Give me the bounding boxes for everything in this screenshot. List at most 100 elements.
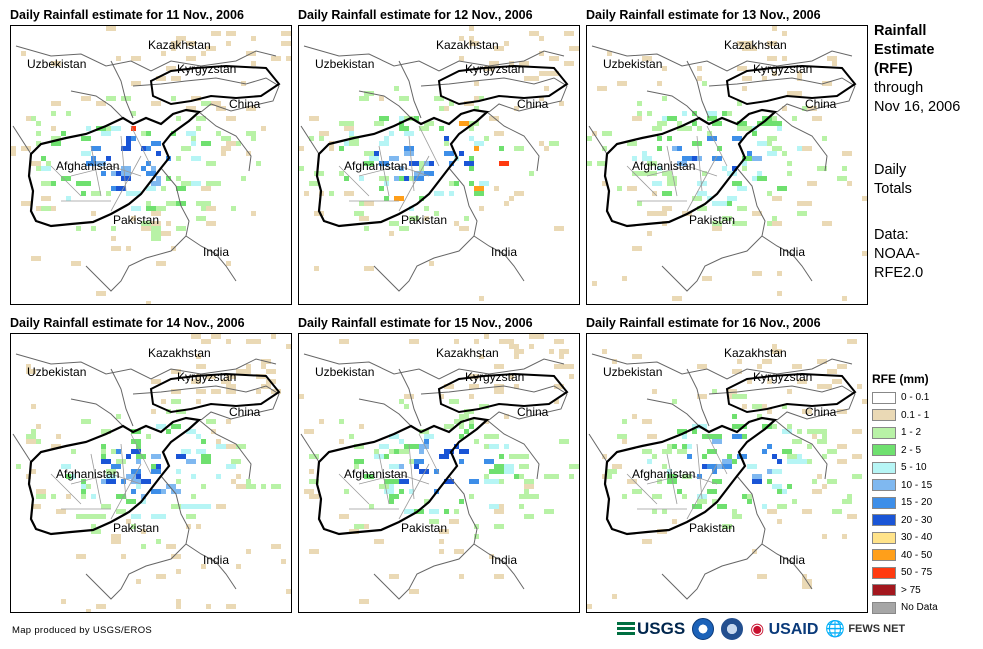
rain-cell xyxy=(509,374,514,379)
rain-cell xyxy=(136,474,141,479)
rain-cell xyxy=(514,146,524,151)
rain-cell xyxy=(176,36,186,41)
rain-cell xyxy=(206,161,216,166)
rain-cell xyxy=(359,96,369,101)
rain-cell xyxy=(602,474,607,479)
rain-cell xyxy=(241,176,246,181)
rain-cell xyxy=(96,161,101,166)
rain-cell xyxy=(499,454,504,459)
rain-cell xyxy=(707,489,717,494)
rain-cell xyxy=(369,156,379,161)
rain-cell xyxy=(444,424,454,429)
rain-cell xyxy=(697,499,707,504)
rain-cell xyxy=(339,146,344,151)
rain-cell xyxy=(767,409,772,414)
rain-cell xyxy=(101,459,111,464)
rain-cell xyxy=(459,121,469,126)
rain-cell xyxy=(309,136,314,141)
rain-cell xyxy=(394,86,399,91)
rain-cell xyxy=(667,136,672,141)
rain-cell xyxy=(504,444,509,449)
rain-cell xyxy=(141,529,146,534)
country-border xyxy=(420,385,568,421)
rain-cell xyxy=(682,111,687,116)
rain-cell xyxy=(309,181,319,186)
rain-cell xyxy=(394,176,399,181)
rain-cell xyxy=(657,136,662,141)
rain-cell xyxy=(672,399,677,404)
rain-cell xyxy=(394,196,404,201)
rain-cell xyxy=(429,161,434,166)
kyrgyzstan-outline xyxy=(725,64,857,106)
rain-cell xyxy=(642,156,652,161)
rain-cell xyxy=(782,151,787,156)
rain-cell xyxy=(399,464,404,469)
province-border xyxy=(418,433,440,475)
legend-swatch xyxy=(872,444,896,457)
rain-cell xyxy=(499,504,504,509)
rain-cell xyxy=(196,399,201,404)
country-border xyxy=(588,433,608,463)
country-border xyxy=(373,167,478,292)
rain-cell xyxy=(642,56,652,61)
rain-cell xyxy=(727,389,737,394)
rain-cell xyxy=(206,374,216,379)
rain-cell xyxy=(712,201,722,206)
rain-cell xyxy=(409,216,419,221)
rain-cell xyxy=(126,191,136,196)
rain-cell xyxy=(176,186,186,191)
rain-cell xyxy=(81,479,86,484)
rain-cell xyxy=(359,216,364,221)
fews-logo-text: FEWS NET xyxy=(848,623,906,635)
rain-cell xyxy=(499,146,504,151)
rain-cell xyxy=(384,136,389,141)
rain-cell xyxy=(419,161,424,166)
rain-cell xyxy=(772,26,777,31)
rain-cell xyxy=(782,56,787,61)
rain-cell xyxy=(677,429,687,434)
country-label-pakistan: Pakistan xyxy=(113,521,159,535)
rain-cell xyxy=(812,479,817,484)
rain-cell xyxy=(469,479,479,484)
country-label-afghanistan: Afghanistan xyxy=(344,159,407,173)
rain-cell xyxy=(647,161,657,166)
rain-cell xyxy=(354,211,364,216)
rain-cell xyxy=(822,221,832,226)
country-border xyxy=(686,60,710,119)
rain-cell xyxy=(657,121,667,126)
rain-cell xyxy=(524,484,534,489)
rain-cell xyxy=(519,454,529,459)
rain-cell xyxy=(404,151,414,156)
rain-cell xyxy=(116,509,121,514)
rain-cell xyxy=(707,116,717,121)
rain-cell xyxy=(772,216,777,221)
rain-cell xyxy=(752,404,762,409)
rain-cell xyxy=(772,221,782,226)
rain-cell xyxy=(554,384,564,389)
rain-cell xyxy=(494,479,499,484)
rain-cell xyxy=(647,211,657,216)
rain-cell xyxy=(51,181,56,186)
rain-cell xyxy=(534,76,539,81)
rain-cell xyxy=(444,151,454,156)
rain-cell xyxy=(86,126,91,131)
rain-cell xyxy=(742,434,747,439)
rain-cell xyxy=(822,454,827,459)
rain-cell xyxy=(349,141,359,146)
rain-cell xyxy=(121,554,126,559)
through-label: through xyxy=(874,80,924,96)
rain-cell xyxy=(379,161,389,166)
legend-label: 0 - 0.1 xyxy=(901,392,930,404)
rain-cell xyxy=(697,364,707,369)
rain-cell xyxy=(832,509,842,514)
country-border xyxy=(486,419,540,480)
rain-cell xyxy=(151,226,161,231)
legend-item: 30 - 40 xyxy=(872,529,938,547)
legend-swatch xyxy=(872,496,896,509)
rain-cell xyxy=(489,469,499,474)
rain-cell xyxy=(379,186,384,191)
rain-cell xyxy=(186,131,196,136)
rain-cell xyxy=(662,66,667,71)
rain-cell xyxy=(559,101,564,106)
rain-cell xyxy=(727,196,737,201)
